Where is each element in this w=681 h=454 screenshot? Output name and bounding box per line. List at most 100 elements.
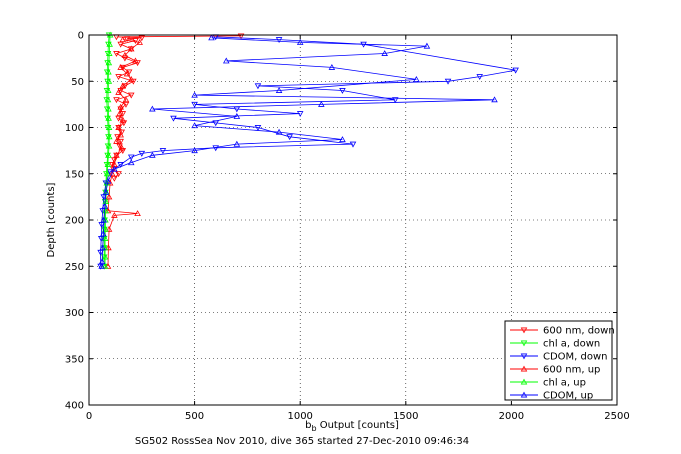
series-6 [98,34,498,269]
data-point [127,92,135,99]
legend-label: CDOM, up [543,391,593,402]
data-point [127,75,135,82]
data-point [103,171,110,178]
x-tick-label: 2500 [604,411,629,422]
legend-label: chl a, down [543,339,600,350]
data-point [105,133,113,140]
caption: SG502 RossSea Nov 2010, dive 365 started… [135,436,469,447]
data-point [119,82,127,89]
data-point [117,63,124,70]
data-point [121,55,129,62]
data-point [97,249,104,256]
data-point [136,38,143,45]
data-point [275,87,283,93]
legend-label: 600 nm, up [543,365,600,376]
data-point [254,83,262,90]
data-point [117,41,124,48]
data-point [105,225,113,232]
data-point [491,96,498,103]
data-point [191,147,198,154]
data-point [115,74,122,81]
data-point [115,171,122,178]
ticks: 0 500 1000 1500 2000 2500 0 50 100 150 200 250 300 35… [65,31,630,423]
data-point [127,45,135,52]
data-point [105,142,113,149]
data-point [123,70,131,77]
data-point [104,161,112,167]
data-point [105,50,113,56]
y-tick-label: 400 [65,401,84,412]
data-point [111,175,118,182]
data-point [113,151,120,158]
x-tick-label: 0 [86,411,92,422]
data-point [101,235,109,241]
data-point [115,88,122,95]
data-point [286,134,293,141]
series-line [104,34,111,267]
data-point [101,262,109,269]
y-tick-label: 250 [65,262,84,273]
data-point [339,88,346,94]
data-point [105,193,113,200]
data-point [191,122,198,129]
data-point [149,105,156,112]
data-point [101,253,109,260]
data-point [117,103,124,110]
data-point [98,222,105,229]
data-point [296,111,304,118]
data-point [117,131,124,138]
data-point [121,51,129,58]
data-point [102,188,110,195]
data-point [233,140,241,147]
data-point [423,42,431,49]
data-point [119,148,127,155]
data-point [339,136,346,143]
data-point [98,262,105,269]
series-line [101,37,495,267]
data-point [118,144,126,151]
data-point [104,152,111,159]
data-point [318,100,325,107]
data-point [104,87,112,93]
data-point [97,263,104,270]
series-line [111,35,242,179]
legend-label: CDOM, down [543,352,608,363]
series-layer [97,31,519,270]
series-line [107,39,141,267]
y-tick-label: 0 [78,31,84,42]
legend-marker [520,378,528,385]
data-point [97,236,105,242]
data-point [122,101,130,108]
data-point [123,36,131,43]
y-tick-label: 50 [71,77,84,88]
data-point [113,137,120,144]
data-point [115,124,122,130]
data-point [275,128,283,135]
data-point [191,91,198,98]
data-point [105,77,113,84]
data-point [101,202,109,209]
data-point [191,101,198,108]
legend-marker [520,391,528,398]
legend: 600 nm, down chl a, down CDOM, down 600 nm,… [504,320,615,402]
legend-label: 600 nm, down [543,326,615,337]
y-tick-label: 300 [65,308,84,319]
y-tick-label: 350 [65,354,84,365]
data-point [103,170,111,177]
data-point [113,97,120,104]
data-point [381,50,388,56]
legend-box [504,320,613,401]
y-axis-label: Depth [counts] [46,182,57,257]
data-point [119,36,127,43]
data-point [101,225,109,232]
data-point [233,112,241,119]
data-point [105,134,112,141]
legend-label: chl a, up [543,378,586,389]
legend-marker [520,327,528,334]
legend-marker [520,365,528,372]
data-point [349,141,357,148]
data-point [413,75,420,82]
data-point [391,97,399,104]
data-point [101,217,108,224]
